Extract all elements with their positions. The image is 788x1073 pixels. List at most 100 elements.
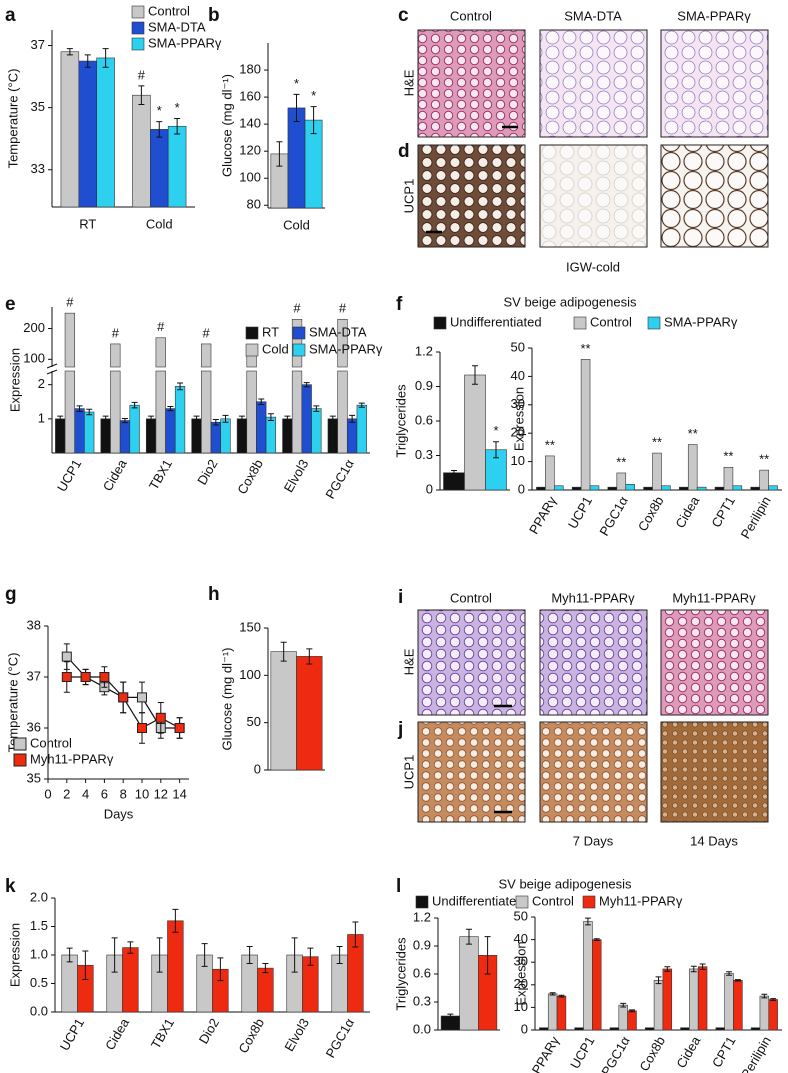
error-bar bbox=[726, 971, 733, 976]
annotation: # bbox=[339, 301, 347, 316]
y-axis-label: Triglycerides bbox=[393, 384, 408, 458]
chart-title: SV beige adipogenesis bbox=[504, 294, 637, 309]
y-tick-label: 0 bbox=[521, 1021, 528, 1036]
y-tick-label: 50 bbox=[511, 339, 525, 354]
x-tick-label: PGC1α bbox=[323, 1015, 358, 1060]
y-tick-label: 2 bbox=[38, 376, 45, 391]
error-bar bbox=[156, 121, 163, 138]
error-bar bbox=[177, 382, 184, 391]
error-bar bbox=[201, 943, 208, 967]
error-bar bbox=[472, 365, 478, 385]
annotation: # bbox=[293, 301, 301, 316]
error-bar bbox=[629, 1009, 635, 1013]
error-bar bbox=[121, 417, 128, 424]
bar bbox=[616, 472, 627, 491]
column-title: SMA-PPARγ bbox=[677, 8, 751, 23]
x-tick-label: UCP1 bbox=[567, 1034, 597, 1072]
error-bar bbox=[138, 85, 145, 106]
bar bbox=[64, 370, 76, 454]
error-bar bbox=[57, 415, 64, 423]
y-tick-label: 35 bbox=[31, 99, 45, 114]
bar bbox=[574, 1027, 584, 1031]
bar bbox=[337, 370, 348, 454]
y-tick-label: 100 bbox=[239, 170, 261, 185]
y-tick-label: 160 bbox=[239, 89, 261, 104]
legend-swatch bbox=[582, 895, 596, 909]
error-bar bbox=[148, 415, 155, 423]
y-tick-label: 37 bbox=[31, 37, 45, 52]
bar bbox=[296, 656, 323, 771]
legend-swatch bbox=[292, 326, 306, 340]
y-tick-label: 0.3 bbox=[413, 993, 431, 1008]
bar bbox=[220, 418, 231, 454]
bar bbox=[84, 411, 95, 454]
micrograph bbox=[539, 29, 648, 138]
bar bbox=[589, 485, 600, 491]
x-tick-label: Cidea bbox=[673, 1033, 703, 1071]
micrograph bbox=[660, 609, 769, 716]
bar bbox=[759, 995, 770, 1031]
row-label: UCP1 bbox=[401, 755, 416, 790]
error-bar bbox=[276, 141, 283, 167]
annotation: # bbox=[203, 325, 211, 340]
x-tick-label: Cox8b bbox=[234, 457, 266, 497]
x-tick-label: PGC1α bbox=[596, 493, 631, 538]
annotation: * bbox=[294, 76, 299, 91]
bar bbox=[270, 651, 297, 771]
bar bbox=[644, 1027, 655, 1031]
x-tick-label: TBX1 bbox=[148, 1016, 177, 1052]
error-bar bbox=[770, 998, 777, 1001]
x-tick-label: 8 bbox=[120, 786, 127, 801]
y-tick-label: 100 bbox=[239, 667, 261, 682]
error-bar bbox=[293, 93, 300, 122]
panel-letter: c bbox=[398, 5, 409, 26]
y-tick-label: 80 bbox=[247, 197, 261, 212]
panel-letter: d bbox=[398, 141, 410, 162]
micrograph bbox=[417, 609, 526, 716]
error-bar bbox=[172, 908, 179, 933]
bar bbox=[78, 60, 97, 208]
error-bar bbox=[352, 921, 359, 948]
x-tick-label: Cox8b bbox=[636, 1034, 668, 1073]
legend-label: SMA-PPARγ bbox=[664, 314, 738, 329]
micrograph bbox=[539, 144, 648, 248]
micrograph bbox=[660, 144, 769, 248]
y-tick-label: 200 bbox=[23, 320, 45, 335]
bar bbox=[545, 455, 555, 491]
bar bbox=[291, 370, 303, 454]
x-tick-label: PPARγ bbox=[526, 493, 560, 536]
x-tick-label: 12 bbox=[154, 786, 168, 801]
y-tick-label: 150 bbox=[239, 619, 261, 634]
x-tick-label: 0 bbox=[44, 786, 51, 801]
caption: 7 Days bbox=[573, 833, 614, 848]
error-bar bbox=[761, 993, 768, 999]
bar bbox=[723, 466, 734, 491]
legend-label: Control bbox=[590, 314, 632, 329]
bar bbox=[100, 418, 111, 454]
y-tick-label: 33 bbox=[31, 161, 45, 176]
error-bar bbox=[238, 415, 245, 423]
y-axis-label: Expression bbox=[7, 348, 22, 412]
bar bbox=[715, 1027, 725, 1031]
error-bar bbox=[222, 414, 229, 423]
micrograph bbox=[417, 721, 526, 823]
bar bbox=[256, 401, 267, 454]
y-tick-label: 36 bbox=[27, 719, 41, 734]
annotation: ** bbox=[723, 449, 733, 464]
y-tick-label: 1.2 bbox=[413, 909, 431, 924]
y-tick-label: 20 bbox=[511, 425, 525, 440]
legend-label: SMA-DTA bbox=[148, 19, 206, 34]
bar bbox=[627, 1010, 637, 1031]
y-tick-label: 2.0 bbox=[30, 889, 48, 904]
x-tick-label: CPT1 bbox=[708, 494, 738, 530]
y-tick-label: 10 bbox=[511, 453, 525, 468]
error-bar bbox=[267, 413, 274, 422]
x-tick-label: UCP1 bbox=[57, 1016, 87, 1054]
error-bar bbox=[84, 54, 91, 68]
y-tick-label: 40 bbox=[514, 931, 528, 946]
marker bbox=[99, 672, 110, 682]
bar bbox=[257, 967, 274, 1013]
x-tick-label: Cox8b bbox=[235, 1016, 267, 1056]
error-bar bbox=[291, 937, 298, 973]
